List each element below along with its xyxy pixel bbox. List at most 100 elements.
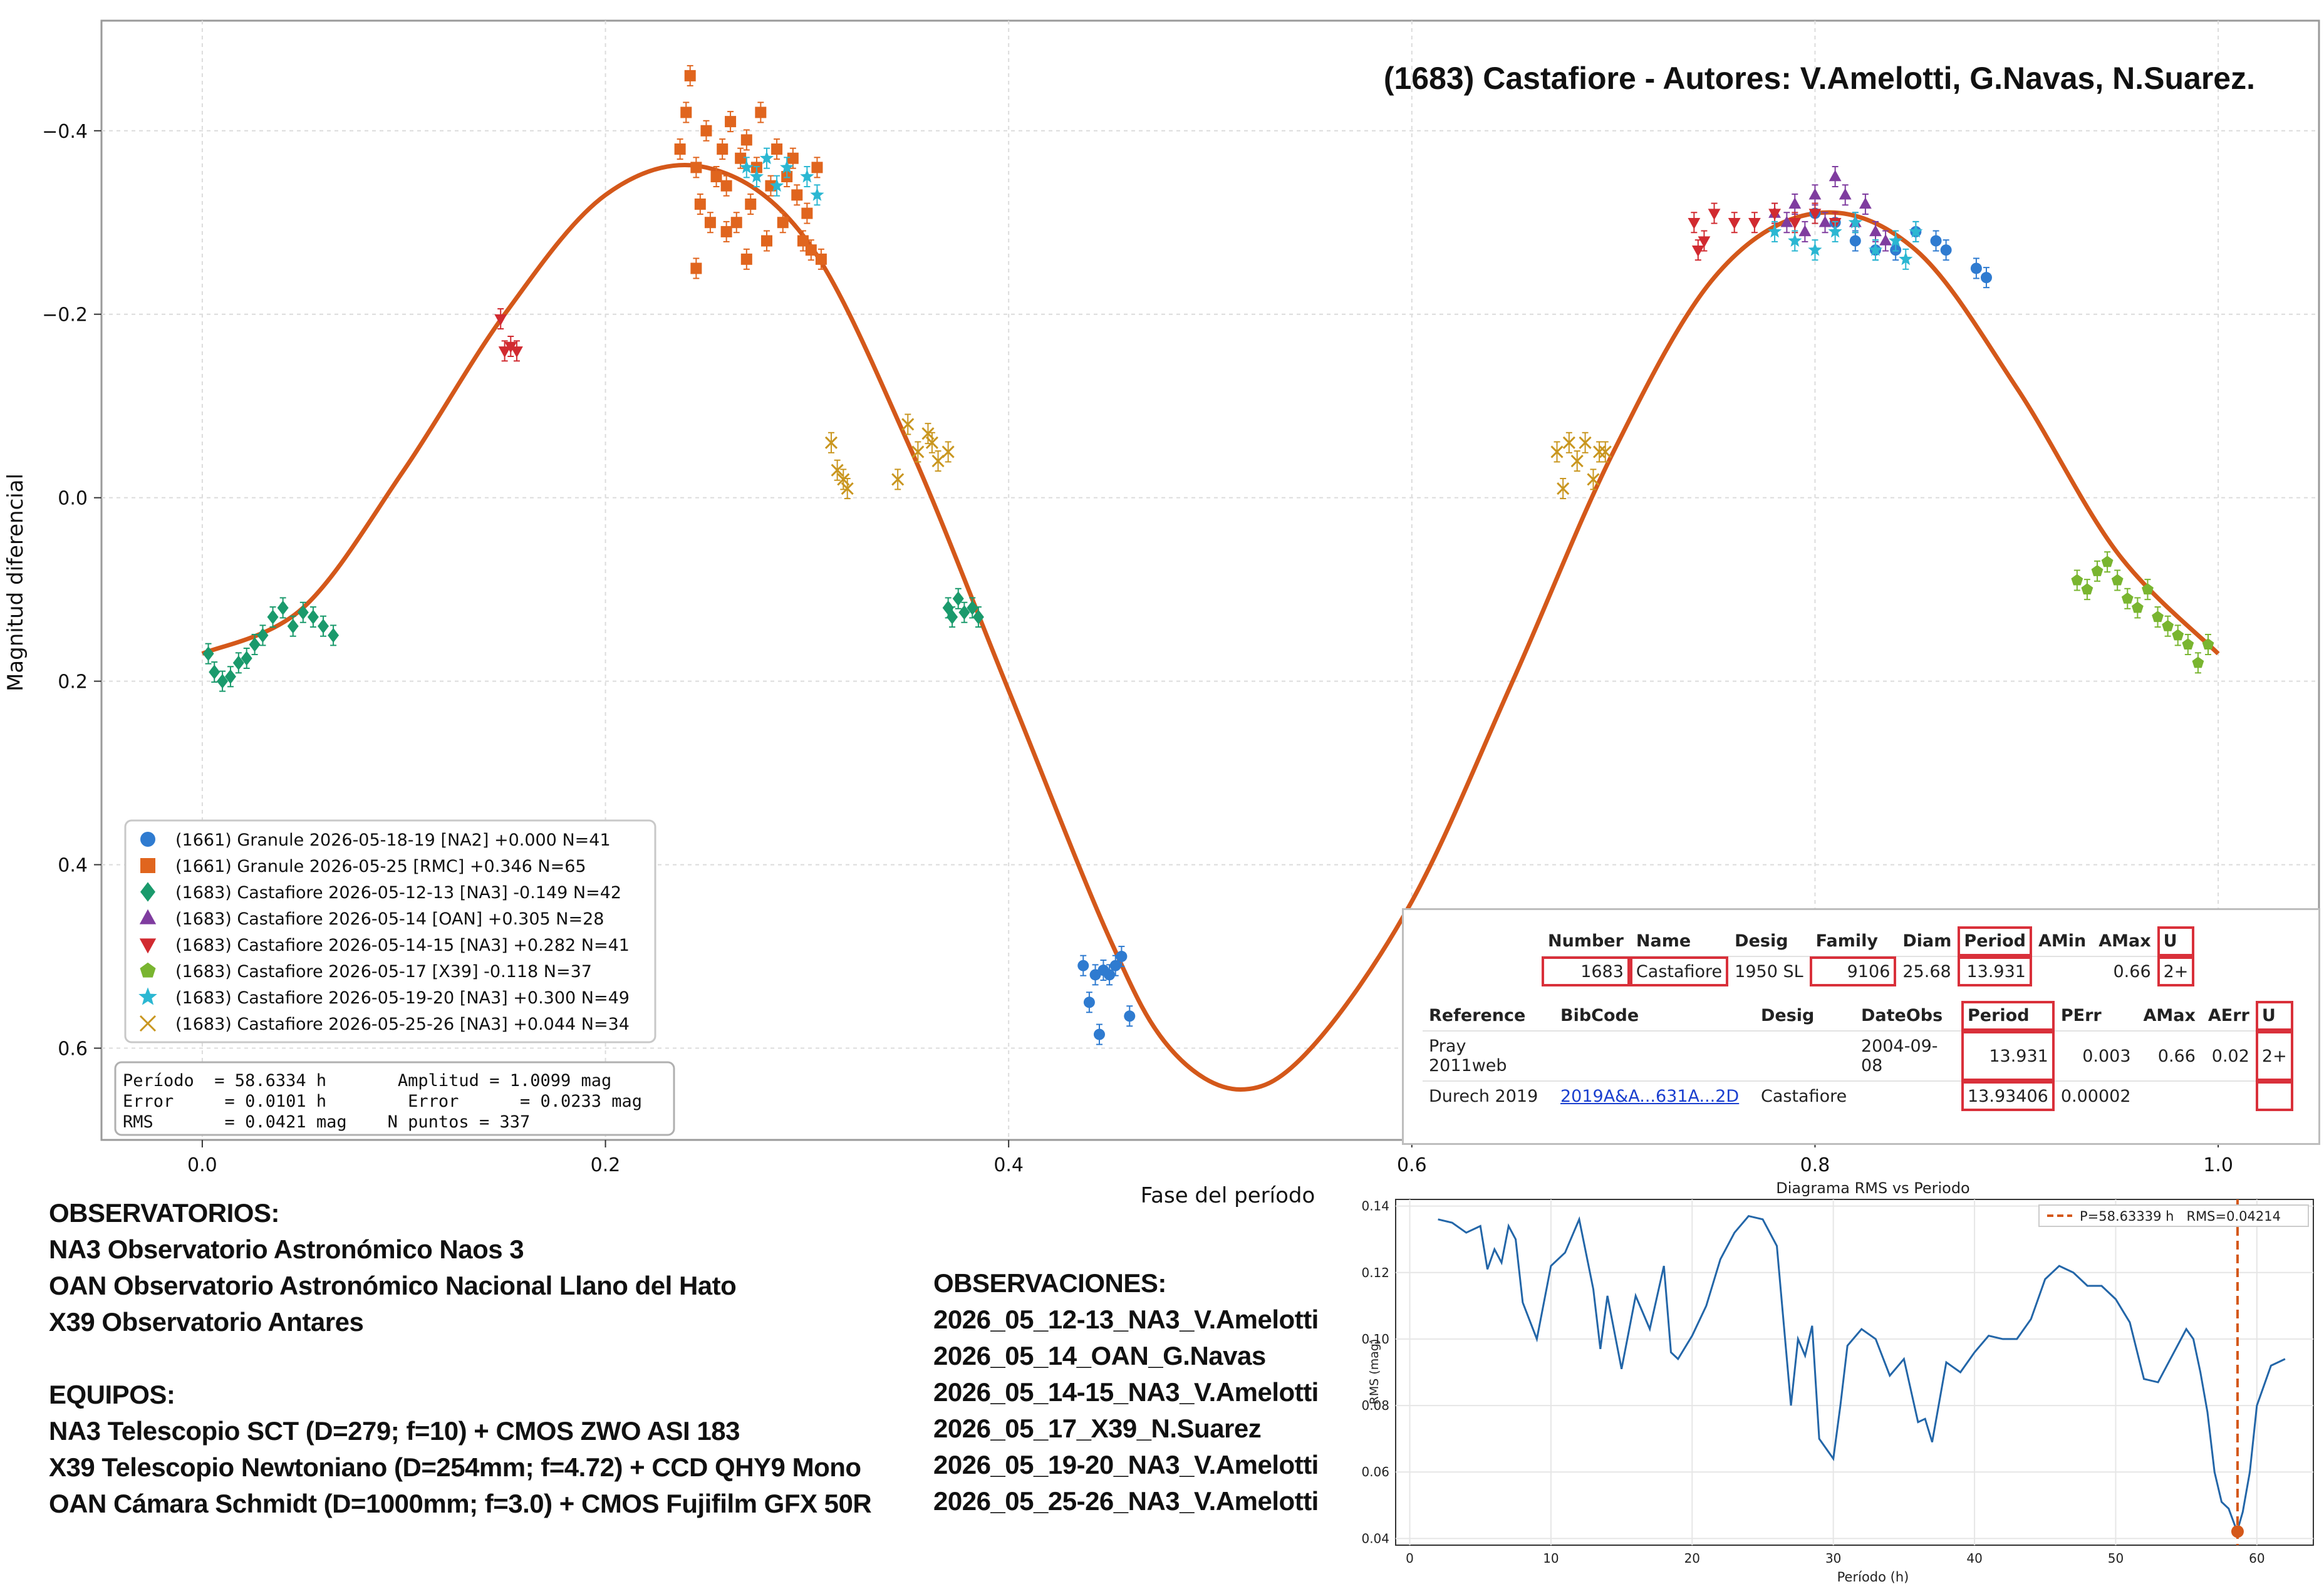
data-point: [1829, 170, 1842, 182]
cell-amin: [2031, 956, 2093, 986]
data-point: [2202, 638, 2214, 650]
data-point: [690, 262, 702, 274]
data-point: [805, 244, 817, 256]
observations-notes: OBSERVACIONES: 2026_05_12-13_NA3_V.Amelo…: [933, 1265, 1319, 1519]
data-point: [2121, 592, 2134, 604]
data-point: [2131, 601, 2144, 613]
data-point: [498, 346, 511, 358]
table-row: 1683 Castafiore 1950 SL 9106 25.68 13.93…: [1542, 956, 2195, 986]
cell-family: 9106: [1809, 956, 1897, 986]
rms-x-tick-label: 50: [2108, 1551, 2124, 1566]
legend-label: (1683) Castafiore 2026-05-19-20 [NA3] +0…: [175, 988, 630, 1008]
col-u: U: [2157, 926, 2195, 956]
bibcode-link[interactable]: 2019A&A...631A...2D: [1560, 1087, 1740, 1106]
cell-reference: Pray 2011web: [1423, 1030, 1554, 1081]
data-point: [241, 651, 252, 666]
data-point: [811, 162, 823, 173]
data-point: [1940, 244, 1952, 256]
main-chart-title: (1683) Castafiore - Autores: V.Amelotti,…: [1384, 61, 2255, 96]
observacion-item: 2026_05_19-20_NA3_V.Amelotti: [933, 1450, 1319, 1479]
rms-legend-frame: [2038, 1204, 2309, 1227]
data-point: [1780, 215, 1793, 227]
data-point: [791, 189, 803, 201]
data-point: [328, 628, 340, 643]
data-point: [901, 418, 915, 431]
data-point: [771, 143, 783, 155]
cell-aerr: 0.02: [2201, 1030, 2256, 1081]
y-tick-label: 0.2: [58, 671, 88, 693]
data-point: [931, 455, 945, 468]
data-point: [494, 314, 507, 326]
data-point: [1728, 218, 1741, 230]
data-point: [224, 669, 236, 684]
observacion-item: 2026_05_14-15_NA3_V.Amelotti: [933, 1377, 1319, 1407]
data-point: [1579, 436, 1592, 449]
legend-marker: [139, 909, 157, 924]
best-period-marker: [2231, 1525, 2244, 1538]
col-name: Name: [1629, 926, 1729, 956]
cell-desig: [1755, 1030, 1855, 1081]
data-point: [761, 235, 772, 247]
x-tick-label: 0.4: [993, 1154, 1024, 1176]
legend-marker: [140, 832, 155, 847]
cell-amax: 0.66: [2092, 956, 2157, 986]
stats-line-2: Error = 0.0101 h Error = 0.0233 mag: [123, 1092, 642, 1111]
data-point: [297, 605, 309, 620]
cell-bibcode: 2019A&A...631A...2D: [1554, 1080, 1755, 1111]
cell-period: 13.93406: [1961, 1080, 2055, 1111]
col-period: Period: [1961, 1001, 2055, 1031]
cell-number: 1683: [1542, 956, 1630, 986]
data-point: [759, 151, 774, 165]
data-point: [815, 253, 827, 265]
stats-line-3: RMS = 0.0421 mag N puntos = 337: [123, 1112, 530, 1132]
rms-y-tick-label: 0.06: [1361, 1464, 1389, 1479]
observaciones-title: OBSERVACIONES:: [933, 1268, 1166, 1298]
cell-desig: Castafiore: [1755, 1080, 1855, 1111]
legend-marker: [140, 962, 156, 978]
rms-y-tick-label: 0.04: [1361, 1531, 1389, 1546]
col-u: U: [2255, 1001, 2293, 1031]
data-point: [1808, 209, 1822, 220]
data-point: [735, 152, 747, 164]
data-series: [824, 413, 1612, 500]
data-point: [277, 600, 289, 616]
data-point: [307, 609, 319, 624]
data-point: [2101, 556, 2114, 567]
x-tick-label: 0.2: [591, 1154, 621, 1176]
data-point: [257, 628, 269, 643]
legend: (1661) Granule 2026-05-18-19 [NA2] +0.00…: [124, 819, 656, 1043]
cell-desig: 1950 SL: [1728, 956, 1810, 986]
col-amax: AMax: [2092, 926, 2157, 956]
lcdb-summary-table: Number Name Desig Family Diam Period AMi…: [1542, 926, 2195, 986]
cell-period: 13.931: [1958, 956, 2032, 986]
data-point: [249, 637, 261, 652]
legend-frame: [124, 819, 656, 1043]
data-point: [1808, 242, 1822, 256]
data-point: [777, 217, 789, 229]
col-family: Family: [1809, 926, 1897, 956]
x-tick-label: 1.0: [2203, 1154, 2233, 1176]
data-point: [947, 609, 958, 624]
observatorio-item: NA3 Observatorio Astronómico Naos 3: [49, 1234, 524, 1264]
data-point: [2111, 574, 2124, 586]
y-tick-label: 0.0: [58, 488, 88, 510]
data-point: [2152, 611, 2164, 623]
rms-y-tick-label: 0.08: [1361, 1398, 1389, 1413]
data-point: [1808, 188, 1822, 200]
data-point: [1981, 272, 1992, 284]
cell-perr: 0.00002: [2054, 1080, 2137, 1111]
data-point: [2081, 583, 2093, 595]
col-amin: AMin: [2031, 926, 2093, 956]
rms-x-tick-label: 40: [1966, 1551, 1982, 1566]
data-point: [740, 253, 752, 265]
data-point: [1077, 960, 1089, 971]
col-reference: Reference: [1423, 1001, 1554, 1031]
data-point: [1828, 224, 1842, 238]
data-point: [1550, 445, 1564, 458]
data-point: [2172, 629, 2184, 641]
data-point: [1708, 209, 1721, 220]
cell-diam: 25.68: [1896, 956, 1958, 986]
data-point: [730, 217, 742, 229]
col-desig: Desig: [1728, 926, 1810, 956]
data-point: [202, 646, 214, 661]
